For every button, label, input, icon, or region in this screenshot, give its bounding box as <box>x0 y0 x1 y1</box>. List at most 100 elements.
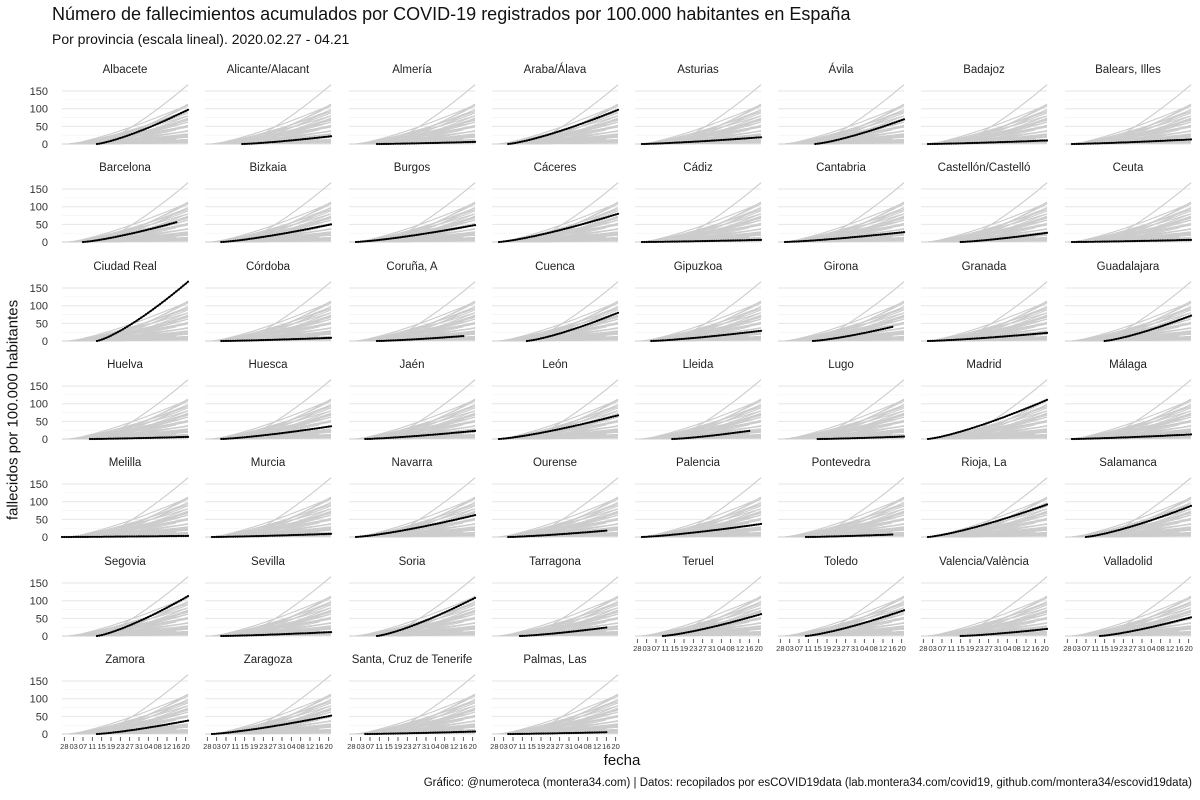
data-point <box>525 535 529 538</box>
data-point <box>1147 435 1151 438</box>
data-point <box>666 339 669 342</box>
data-point <box>283 633 286 636</box>
background-series-line <box>211 202 332 243</box>
data-point <box>1161 139 1165 142</box>
data-point <box>835 535 838 538</box>
data-point <box>273 432 277 436</box>
data-point <box>450 519 453 522</box>
data-point <box>614 414 617 418</box>
data-point <box>1001 416 1004 419</box>
data-point <box>266 235 270 238</box>
data-point <box>832 535 836 538</box>
data-point <box>572 630 575 633</box>
data-point <box>689 630 693 633</box>
data-point <box>322 533 326 536</box>
data-point <box>434 523 437 526</box>
data-point <box>860 235 864 238</box>
data-point <box>382 339 386 342</box>
data-point <box>452 335 456 338</box>
data-point <box>361 535 365 538</box>
data-point <box>802 240 805 243</box>
data-point <box>701 336 704 339</box>
facet-label: Toledo <box>824 556 858 568</box>
data-point <box>664 339 667 342</box>
data-point <box>900 435 903 438</box>
data-point <box>280 338 284 341</box>
data-point <box>898 610 901 613</box>
data-point <box>502 437 505 440</box>
data-point <box>1154 140 1158 143</box>
data-point <box>443 229 446 232</box>
data-point <box>542 336 545 339</box>
data-point <box>593 420 596 423</box>
data-point <box>786 240 789 243</box>
data-point <box>1043 139 1046 142</box>
data-point <box>107 335 110 338</box>
data-point <box>452 431 456 434</box>
background-series-line <box>1071 497 1192 538</box>
data-point <box>957 530 960 533</box>
data-point <box>292 230 295 233</box>
data-point <box>137 620 141 623</box>
background-series-line <box>519 117 619 145</box>
data-point <box>271 234 274 237</box>
data-point <box>929 535 932 538</box>
data-point <box>870 330 873 333</box>
data-point <box>109 437 113 440</box>
data-point <box>443 336 446 339</box>
data-point <box>567 226 571 229</box>
data-point <box>301 533 305 536</box>
data-point <box>466 600 470 603</box>
data-point <box>210 535 214 539</box>
data-point <box>95 634 99 638</box>
facet-label: Balears, Illes <box>1095 64 1161 76</box>
data-point <box>1145 329 1148 333</box>
data-point <box>1157 326 1160 329</box>
data-point <box>1041 400 1044 403</box>
data-point <box>236 339 239 342</box>
data-point <box>1157 139 1160 143</box>
data-point <box>544 336 547 339</box>
data-point <box>422 434 425 437</box>
data-point <box>399 142 402 145</box>
facet-panel: Guadalajara <box>1065 261 1193 343</box>
data-point <box>673 141 676 144</box>
data-point <box>823 338 826 341</box>
background-series-line <box>365 239 464 243</box>
data-point <box>450 335 453 338</box>
data-point <box>259 236 263 239</box>
data-point <box>530 433 533 436</box>
data-point <box>1101 240 1104 243</box>
data-point <box>116 628 120 632</box>
data-point <box>664 534 667 537</box>
data-point <box>311 533 314 536</box>
data-point <box>429 617 432 620</box>
data-point <box>783 240 787 244</box>
data-point <box>710 335 714 338</box>
data-point <box>415 142 418 145</box>
data-point <box>945 434 948 437</box>
background-series-line <box>376 609 476 637</box>
data-point <box>898 231 901 234</box>
background-series-line <box>519 215 619 243</box>
data-point <box>985 422 988 425</box>
data-point <box>542 633 545 636</box>
data-point <box>264 338 267 342</box>
x-tick-label: 28 <box>633 644 641 653</box>
data-point <box>609 416 613 419</box>
data-point <box>1112 240 1116 243</box>
data-point <box>895 120 899 123</box>
data-point <box>1020 235 1023 238</box>
data-point <box>229 437 232 440</box>
data-point <box>469 430 472 433</box>
data-point <box>736 332 739 335</box>
data-point <box>301 228 305 232</box>
data-point <box>895 435 899 438</box>
background-series-line <box>376 117 476 145</box>
data-point <box>530 339 533 342</box>
data-point <box>715 433 718 437</box>
data-point <box>736 431 739 434</box>
data-point <box>957 142 960 145</box>
data-point <box>996 141 1000 144</box>
background-series-line <box>641 307 762 342</box>
